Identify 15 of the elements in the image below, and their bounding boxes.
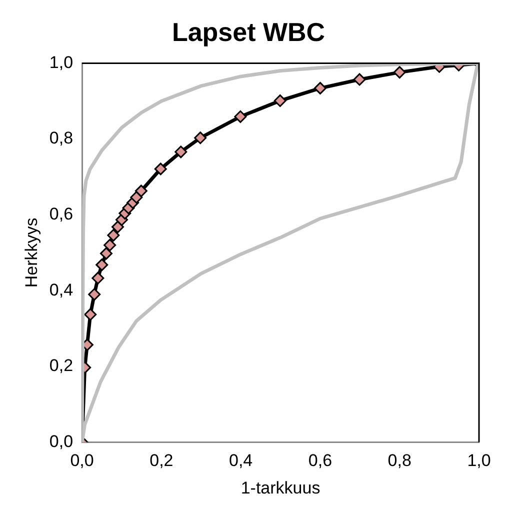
y-tick-label: 0,6 (49, 204, 74, 224)
x-tick-label: 0,4 (229, 451, 253, 470)
y-tick-label: 0,0 (49, 432, 74, 451)
y-tick-label: 0,4 (49, 280, 74, 300)
y-axis-title: Herkkyys (22, 218, 41, 288)
x-tick-label: 0,6 (308, 451, 332, 470)
chart-title: Lapset WBC (172, 16, 326, 47)
x-axis-title: 1-tarkkuus (240, 478, 320, 498)
y-tick-label: 0,2 (49, 356, 74, 376)
y-tick-label: 1,0 (49, 52, 74, 72)
x-tick-label: 0,2 (150, 451, 174, 470)
x-tick-label: 0,8 (388, 451, 412, 470)
y-tick-label: 0,8 (49, 128, 74, 148)
x-tick-label: 0,0 (70, 451, 94, 470)
x-tick-label: 1,0 (467, 451, 491, 470)
